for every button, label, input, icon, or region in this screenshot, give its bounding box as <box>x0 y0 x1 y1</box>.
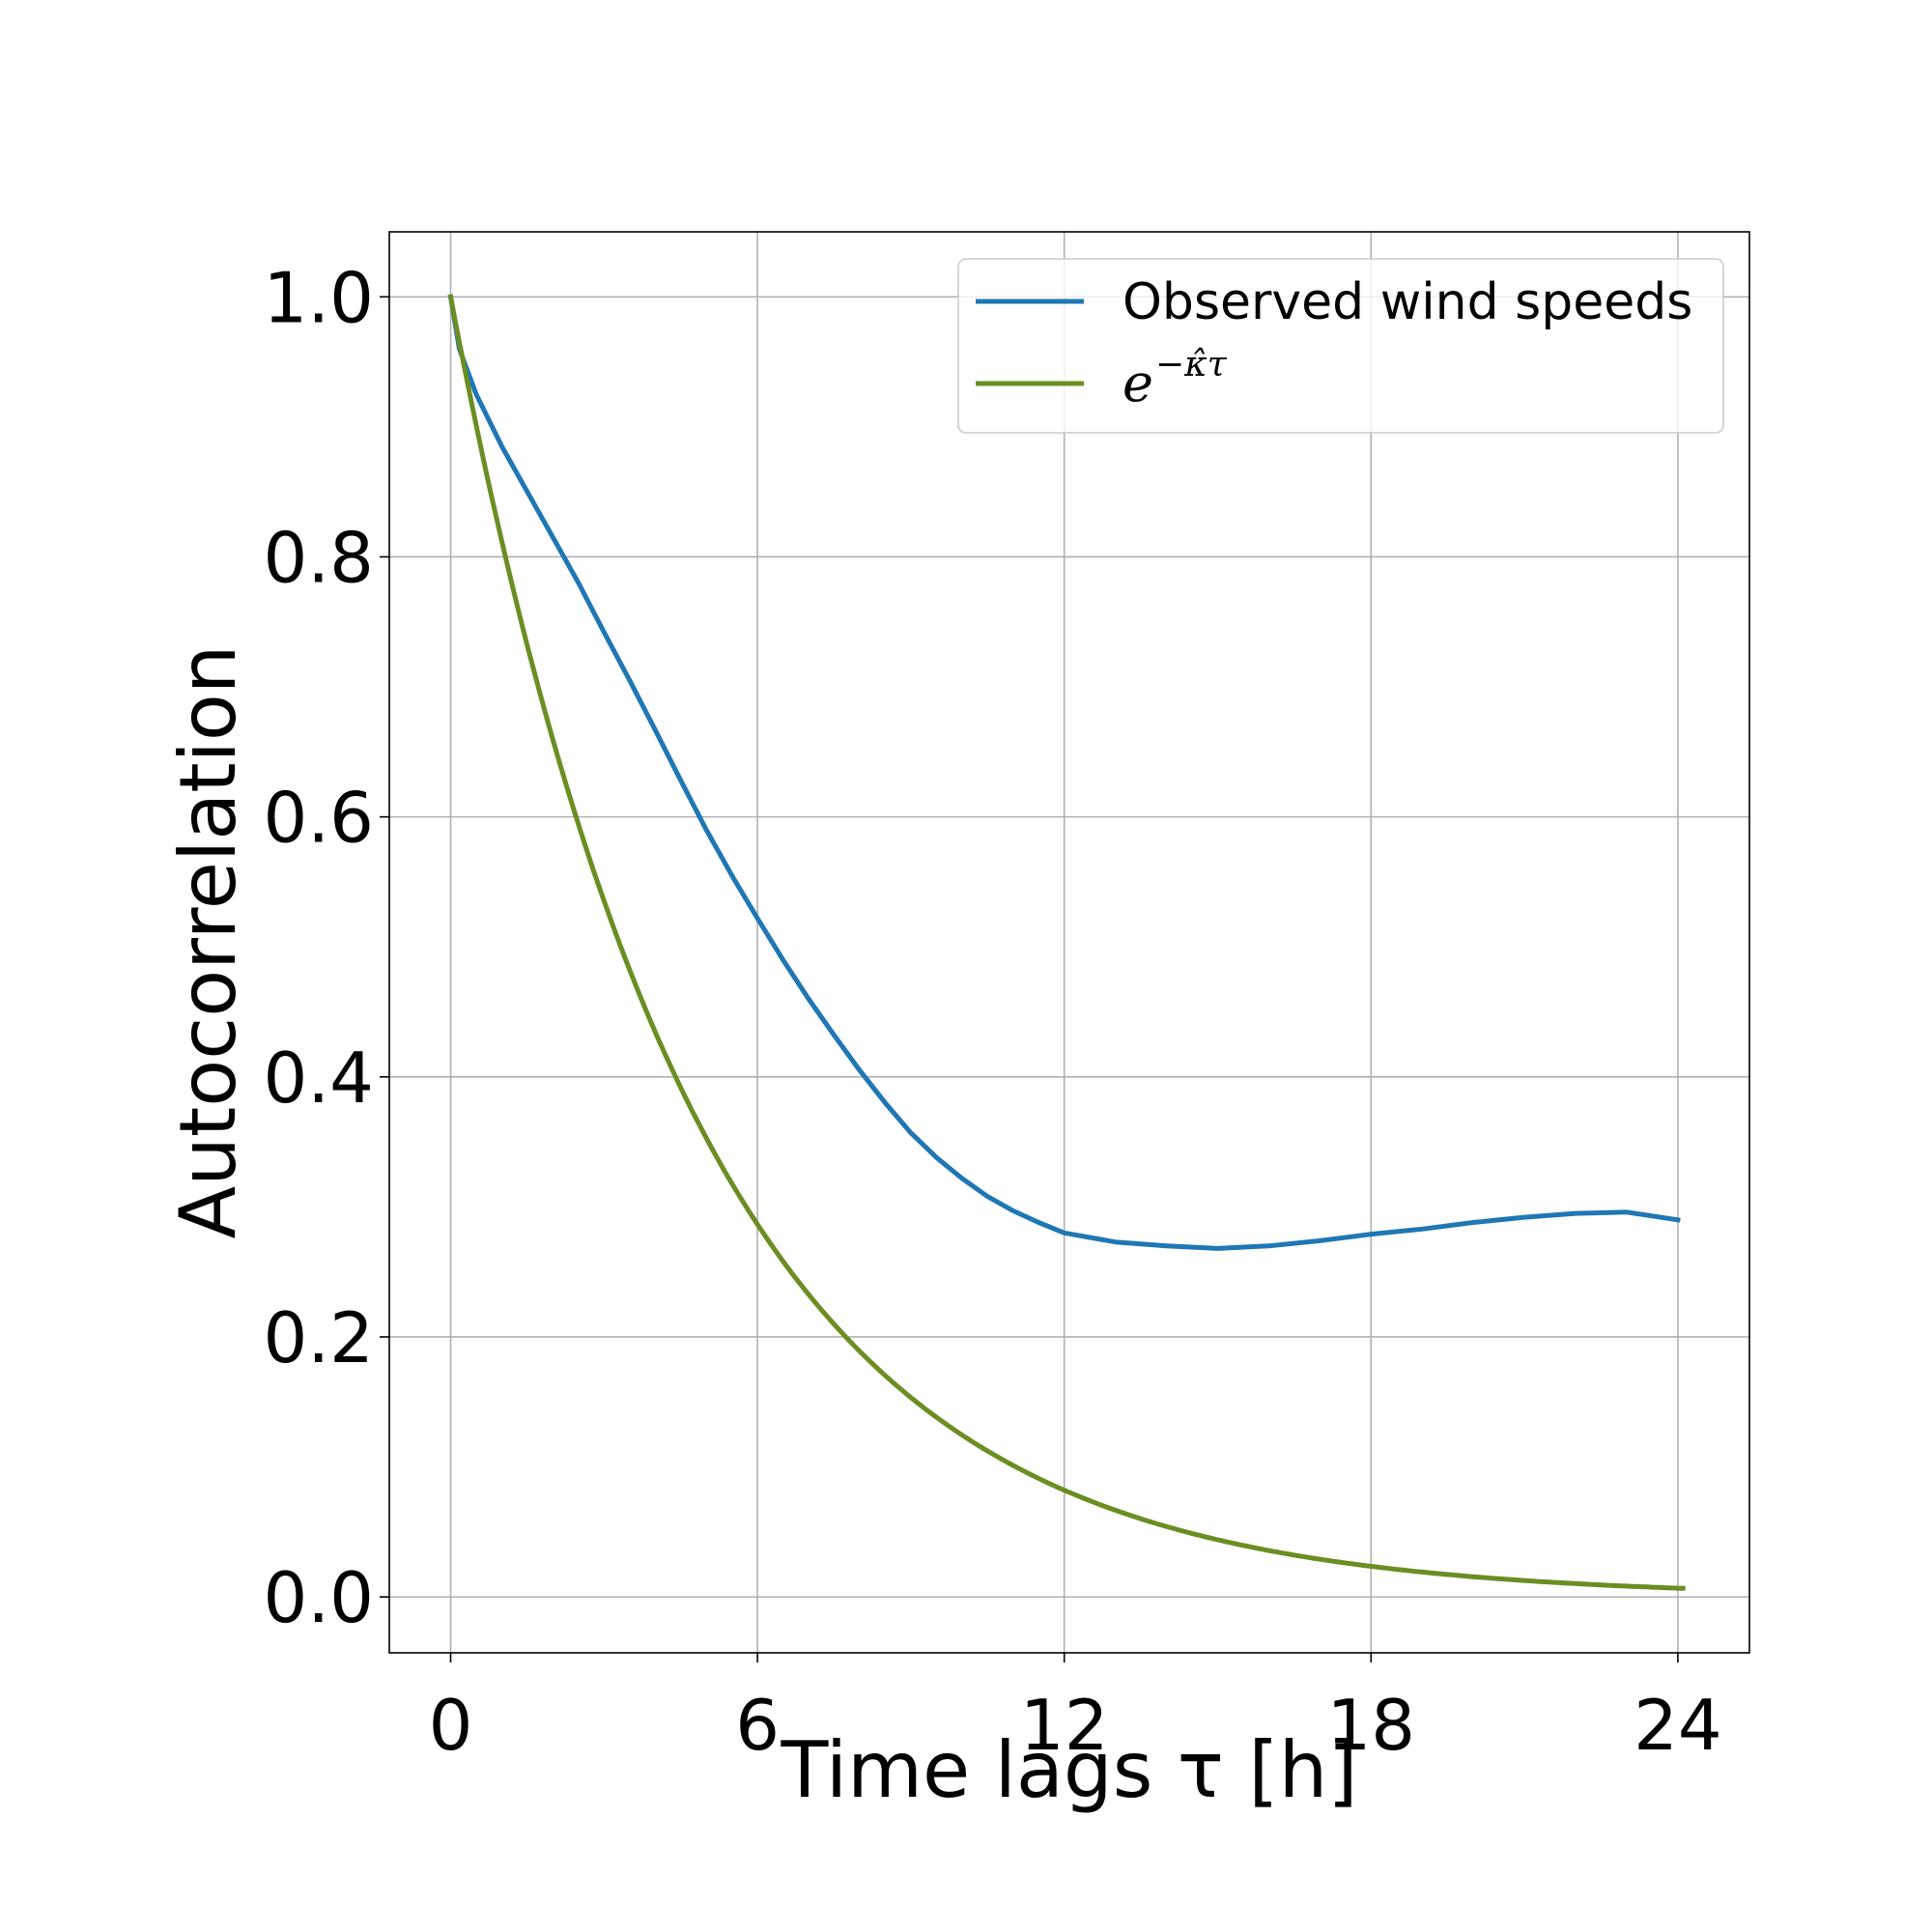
legend-label-observed: Observed wind speeds <box>1122 273 1692 331</box>
y-tick-label: 1.0 <box>263 257 374 338</box>
y-tick-label: 0.8 <box>263 517 374 598</box>
x-tick-label: 18 <box>1326 1685 1415 1766</box>
x-tick-label: 0 <box>429 1685 473 1766</box>
axis-ticks: 0 6 12 18 24 0.0 0.2 0.4 0.6 0.8 1.0 <box>263 257 1721 1766</box>
plot-frame <box>388 231 1750 1654</box>
legend-fit-base: e <box>1122 353 1153 413</box>
x-tick-label: 24 <box>1634 1685 1722 1766</box>
legend-label-fit: e−κ̂τ <box>1122 345 1228 413</box>
legend-box <box>957 258 1724 434</box>
series-layer <box>447 294 1686 1591</box>
x-tick-label: 6 <box>735 1685 780 1766</box>
y-axis-title: Autocorrelation <box>163 645 253 1239</box>
x-tick-label: 12 <box>1020 1685 1109 1766</box>
y-tick-label: 0.2 <box>263 1297 374 1378</box>
series-line-observed <box>447 294 1681 1251</box>
y-tick-label: 0.4 <box>263 1037 374 1119</box>
x-axis-title: Time lags τ [h] <box>780 1725 1357 1815</box>
legend: Observed wind speeds e−κ̂τ <box>957 258 1724 434</box>
y-tick-label: 0.0 <box>263 1557 374 1638</box>
series-line-exp-fit <box>447 294 1686 1591</box>
plot-area <box>389 232 1749 1653</box>
legend-fit-exponent: −κ̂τ <box>1155 345 1228 384</box>
y-tick-label: 0.6 <box>263 778 374 859</box>
